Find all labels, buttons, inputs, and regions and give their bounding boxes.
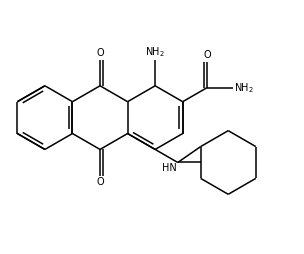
Text: NH$_2$: NH$_2$ <box>145 45 165 59</box>
Text: NH$_2$: NH$_2$ <box>234 81 254 94</box>
Text: O: O <box>96 48 104 58</box>
Text: HN: HN <box>162 163 177 173</box>
Text: O: O <box>96 177 104 187</box>
Text: O: O <box>203 51 211 60</box>
